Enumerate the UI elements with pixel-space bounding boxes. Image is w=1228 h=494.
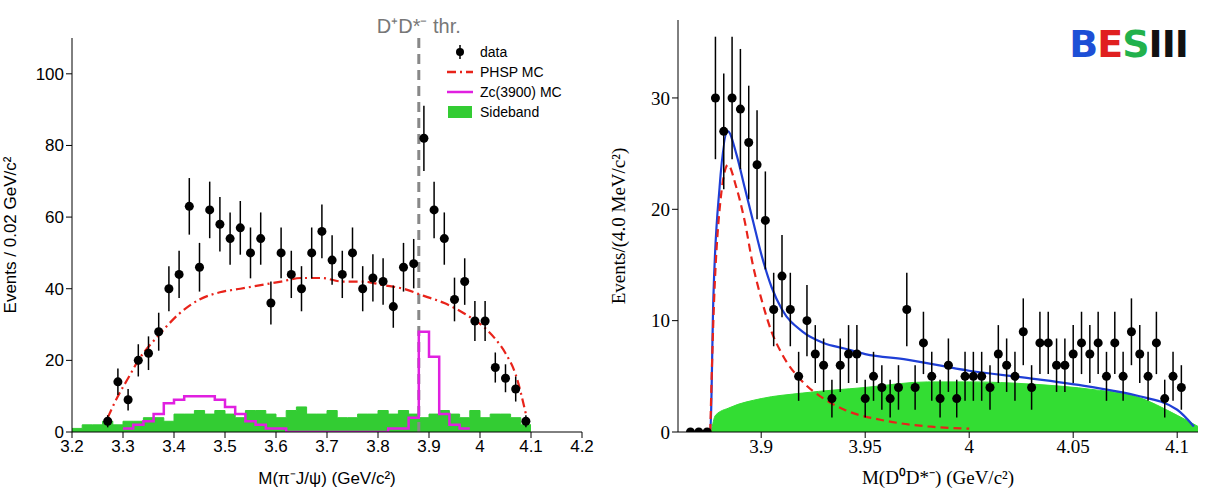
html-text:Zc(3900) MC: Zc(3900) MC bbox=[480, 84, 562, 100]
svg-text:0: 0 bbox=[55, 423, 64, 442]
svg-text:0: 0 bbox=[661, 422, 671, 443]
svg-text:3.5: 3.5 bbox=[213, 437, 237, 456]
svg-text:3.9: 3.9 bbox=[749, 436, 773, 457]
svg-text:3.4: 3.4 bbox=[162, 437, 186, 456]
svg-text:M(D⁰D*⁻) (GeV/c²): M(D⁰D*⁻) (GeV/c²) bbox=[862, 467, 1014, 489]
html-text:Sideband: Sideband bbox=[480, 104, 540, 120]
svg-text:3.9: 3.9 bbox=[417, 437, 441, 456]
svg-text:20: 20 bbox=[651, 199, 670, 220]
html-text:PHSP MC: PHSP MC bbox=[480, 64, 544, 80]
svg-text:10: 10 bbox=[651, 310, 670, 331]
svg-text:60: 60 bbox=[45, 208, 64, 227]
svg-text:30: 30 bbox=[651, 88, 670, 109]
html-text:data: data bbox=[480, 44, 508, 60]
svg-text:80: 80 bbox=[45, 136, 64, 155]
svg-text:3.6: 3.6 bbox=[264, 437, 288, 456]
svg-text:Events/(4.0 MeV/c²): Events/(4.0 MeV/c²) bbox=[608, 148, 630, 305]
svg-text:4.2: 4.2 bbox=[570, 437, 594, 456]
svg-text:M(π⁻J/ψ) (GeV/c²): M(π⁻J/ψ) (GeV/c²) bbox=[258, 469, 396, 488]
svg-text:4: 4 bbox=[964, 436, 974, 457]
svg-text:4.1: 4.1 bbox=[1165, 436, 1189, 457]
svg-text:4.05: 4.05 bbox=[1057, 436, 1090, 457]
svg-text:3.95: 3.95 bbox=[849, 436, 882, 457]
svg-text:3.8: 3.8 bbox=[366, 437, 390, 456]
svg-text:4: 4 bbox=[475, 437, 484, 456]
svg-text:20: 20 bbox=[45, 351, 64, 370]
svg-text:D⁺D*⁻ thr.: D⁺D*⁻ thr. bbox=[377, 15, 461, 37]
svg-text:40: 40 bbox=[45, 280, 64, 299]
svg-text:4.1: 4.1 bbox=[519, 437, 543, 456]
svg-text:3.3: 3.3 bbox=[111, 437, 135, 456]
svg-text:100: 100 bbox=[36, 65, 64, 84]
svg-text:3.7: 3.7 bbox=[315, 437, 339, 456]
svg-text:3.2: 3.2 bbox=[60, 437, 84, 457]
html-text:B E S I I I: B E S I I I bbox=[1069, 22, 1188, 66]
svg-text:Events / 0.02 GeV/c²: Events / 0.02 GeV/c² bbox=[1, 156, 20, 313]
